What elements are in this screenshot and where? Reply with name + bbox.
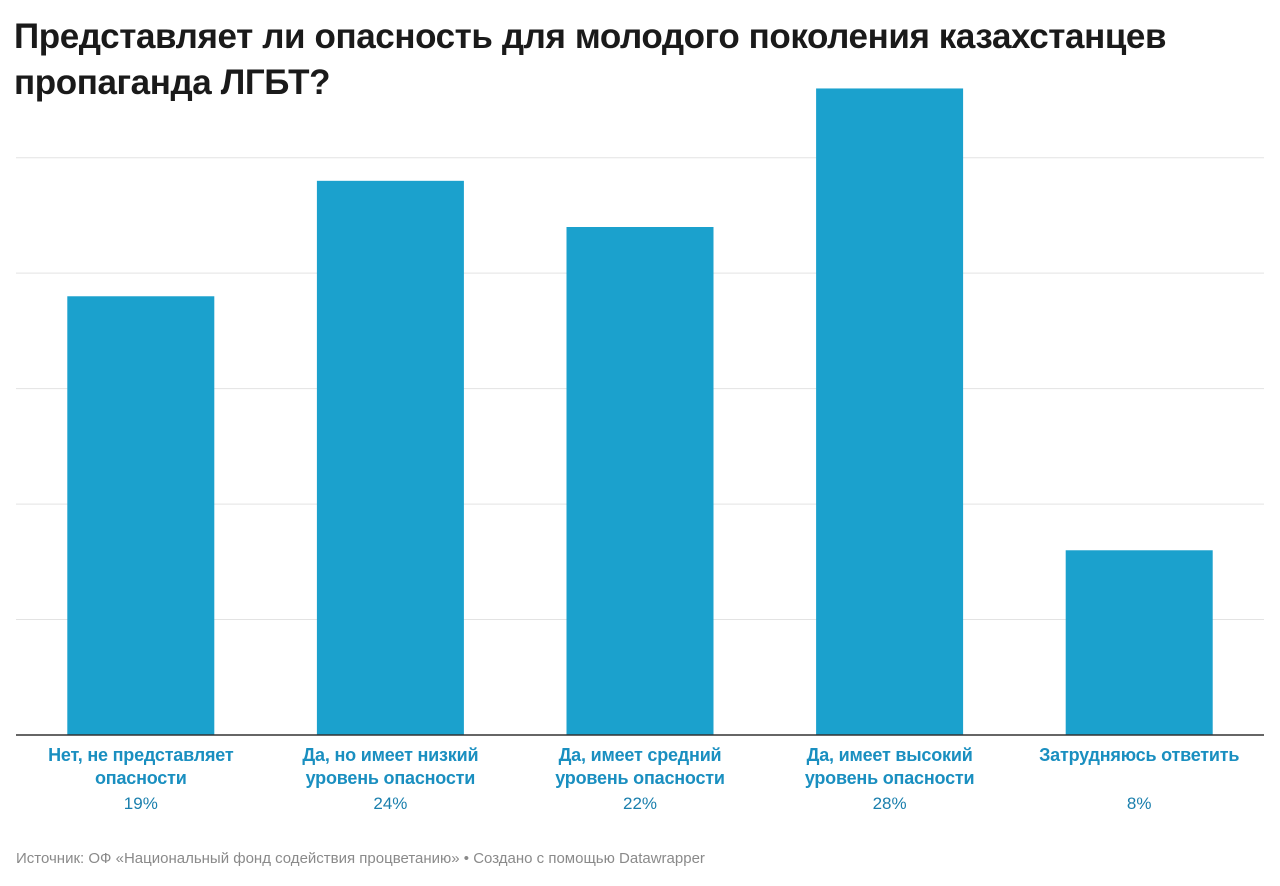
category-label: Да, но имеет низкий уровень опасности: [302, 745, 479, 788]
bars: [67, 88, 1213, 736]
category-label: Да, имеет высокий уровень опасности: [804, 745, 975, 788]
bar: [816, 88, 964, 736]
chart-title: Представляет ли опасность для молодого п…: [14, 17, 1167, 102]
bar: [1065, 550, 1213, 735]
value-label: 19%: [123, 794, 158, 813]
source-footer: Источник: ОФ «Национальный фонд содейств…: [16, 850, 705, 867]
category-label: Затрудняюсь ответить: [1039, 745, 1240, 765]
bar: [67, 296, 215, 735]
category-label: Нет, не представляет опасности: [48, 745, 234, 788]
value-label: 8%: [1126, 794, 1152, 813]
bar: [316, 180, 464, 735]
value-label: 28%: [872, 794, 907, 813]
bar: [566, 227, 714, 735]
category-label: Да, имеет средний уровень опасности: [555, 745, 725, 788]
value-label: 24%: [373, 794, 408, 813]
value-label: 22%: [622, 794, 658, 813]
